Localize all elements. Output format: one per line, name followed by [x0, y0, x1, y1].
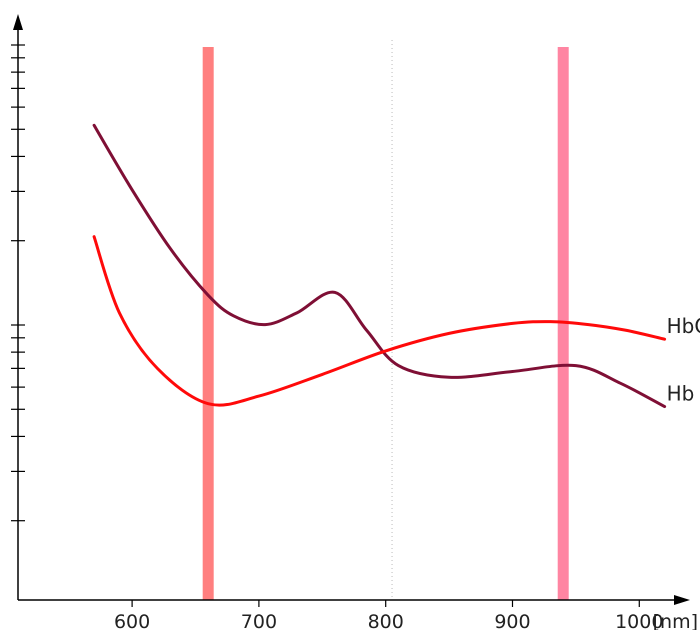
x-tick-label: 800 [368, 611, 404, 630]
series-lines [92, 123, 667, 409]
series-label-hb: Hb [667, 382, 695, 406]
y-axis-ticks [11, 44, 25, 522]
highlight-band-1 [202, 47, 214, 600]
y-axis-arrow-icon [13, 14, 23, 30]
x-tick-label: 1000 [615, 611, 663, 630]
series-line-hb [92, 123, 667, 409]
axes: 600 700 800 900 1000 [11, 14, 690, 630]
x-axis-arrow-icon [674, 595, 690, 605]
x-tick-label: 600 [114, 611, 150, 630]
x-axis-ticks: 600 700 800 900 1000 [114, 600, 663, 630]
x-tick-label: 900 [494, 611, 530, 630]
series-line-hbo2 [92, 235, 667, 407]
x-unit-label: [nm] [653, 611, 698, 630]
series-labels: Hb HbO2 [667, 314, 700, 405]
x-tick-label: 700 [241, 611, 277, 630]
series-label-hbo2: HbO2 [667, 314, 700, 346]
